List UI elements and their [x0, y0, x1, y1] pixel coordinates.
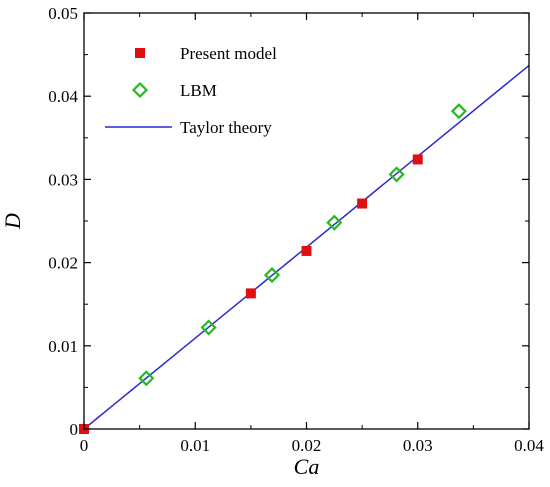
data-point-present-model — [245, 288, 256, 299]
axis-ticks — [83, 12, 530, 430]
x-tick-label: 0.03 — [403, 436, 433, 455]
data-point-lbm — [450, 103, 467, 120]
legend-label: Present model — [180, 44, 277, 63]
legend-marker-present-model — [135, 48, 145, 58]
legend-marker-lbm — [131, 81, 149, 99]
y-tick-label: 0.01 — [48, 337, 78, 356]
x-tick-label: 0 — [80, 436, 89, 455]
x-tick-label: 0.02 — [292, 436, 322, 455]
data-point-present-model — [412, 154, 423, 165]
y-tick-label: 0.04 — [48, 87, 78, 106]
y-tick-label: 0.03 — [48, 170, 78, 189]
x-tick-label: 0.01 — [180, 436, 210, 455]
data-point-lbm — [200, 319, 217, 336]
data-point-present-model — [357, 198, 368, 209]
legend: Present model LBM Taylor theory — [105, 44, 277, 137]
data-point-lbm — [138, 370, 155, 387]
legend-label: Taylor theory — [180, 118, 272, 137]
data-point-present-model — [301, 245, 312, 256]
data-point-lbm — [388, 166, 405, 183]
y-tick-label: 0.02 — [48, 254, 78, 273]
data-point-lbm — [263, 267, 281, 284]
x-axis-title: Ca — [294, 454, 320, 479]
x-tick-label: 0.04 — [514, 436, 544, 455]
y-tick-label: 0 — [70, 420, 79, 439]
y-axis-title: D — [0, 213, 25, 230]
data-point-lbm — [326, 214, 343, 231]
y-tick-label: 0.05 — [48, 4, 78, 23]
legend-label: LBM — [180, 81, 217, 100]
tick-labels: 0 0.01 0.02 0.03 0.04 0 0.01 0.02 0.03 0.04 0.05 — [48, 4, 544, 455]
